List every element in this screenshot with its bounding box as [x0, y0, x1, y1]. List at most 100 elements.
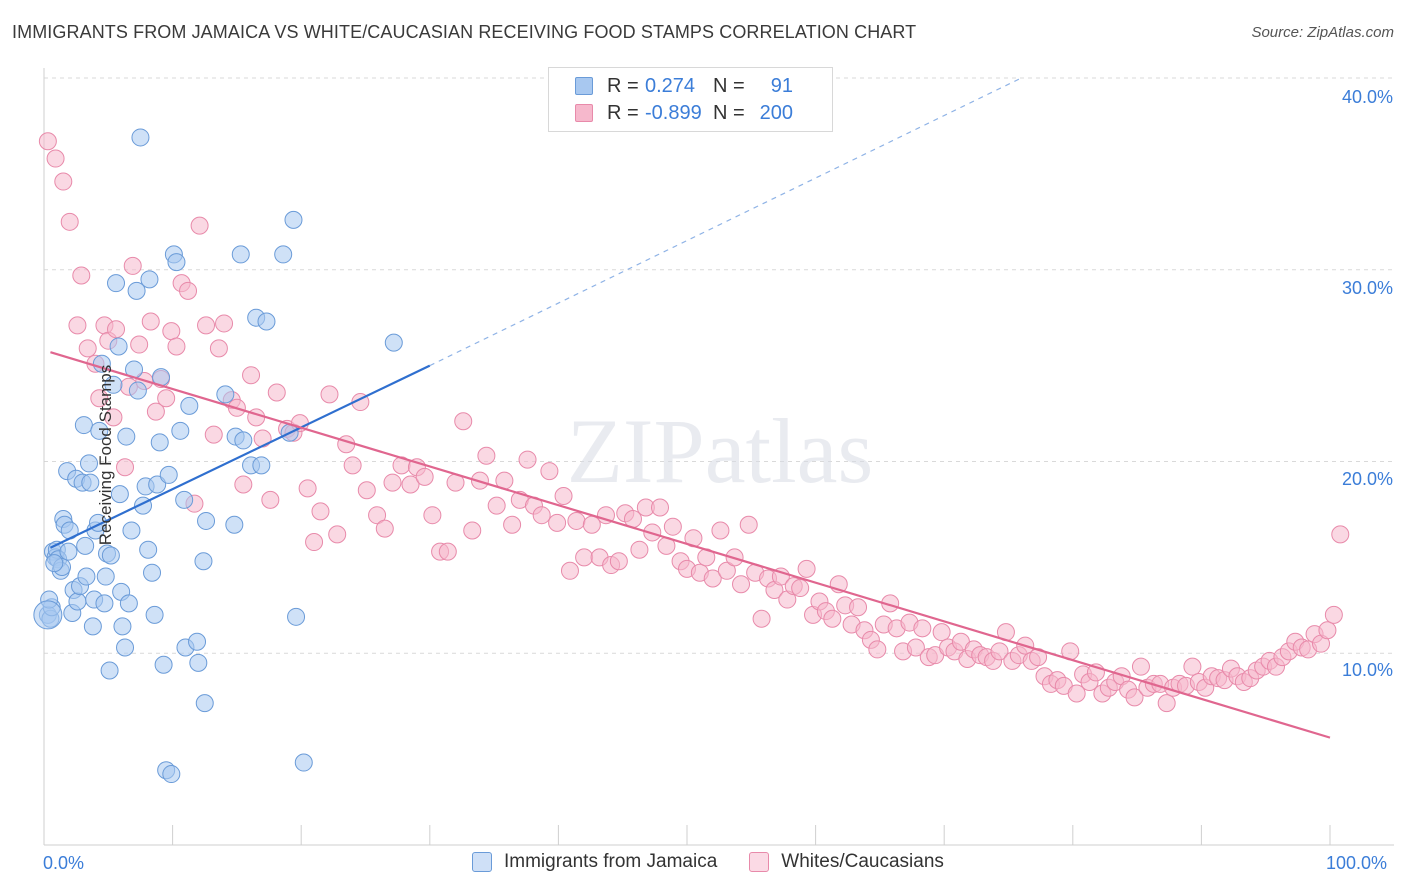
- point-jamaica: [45, 554, 64, 573]
- point-whites: [209, 339, 228, 358]
- point-jamaica: [257, 312, 276, 331]
- point-whites: [157, 389, 176, 408]
- point-whites: [503, 515, 522, 534]
- point-jamaica: [116, 638, 135, 657]
- point-jamaica: [33, 600, 63, 630]
- point-whites: [215, 314, 234, 333]
- legend-label-jamaica: Immigrants from Jamaica: [504, 851, 718, 872]
- point-jamaica: [107, 274, 126, 293]
- point-whites: [46, 149, 65, 168]
- point-whites: [518, 450, 537, 469]
- x-tick-label: 100.0%: [1326, 853, 1388, 873]
- point-jamaica: [110, 485, 129, 504]
- chart-title: IMMIGRANTS FROM JAMAICA VS WHITE/CAUCASI…: [12, 22, 917, 42]
- point-whites: [540, 462, 559, 481]
- point-whites: [68, 316, 87, 335]
- y-axis-label: Receiving Food Stamps: [96, 364, 116, 546]
- legend-swatch-whites: [575, 104, 593, 122]
- point-jamaica: [139, 540, 158, 559]
- point-whites: [337, 435, 356, 454]
- point-jamaica: [74, 416, 93, 435]
- point-whites: [752, 609, 771, 628]
- axes: [43, 68, 1394, 846]
- point-whites: [463, 521, 482, 540]
- point-whites: [383, 473, 402, 492]
- point-jamaica: [216, 385, 235, 404]
- point-whites: [167, 337, 186, 356]
- point-whites: [179, 281, 198, 300]
- legend-r-label: R =: [607, 101, 639, 124]
- point-jamaica: [117, 427, 136, 446]
- y-tick-label: 40.0%: [1341, 87, 1393, 107]
- point-whites: [703, 569, 722, 588]
- point-jamaica: [127, 281, 146, 300]
- point-whites: [72, 266, 91, 285]
- point-whites: [1157, 694, 1176, 713]
- point-whites: [54, 172, 73, 191]
- point-jamaica: [274, 245, 293, 264]
- point-whites: [415, 467, 434, 486]
- legend-r-label: R =: [607, 74, 639, 97]
- point-jamaica: [287, 607, 306, 626]
- point-whites: [401, 475, 420, 494]
- x-tick-label: 0.0%: [43, 853, 85, 873]
- point-whites: [596, 506, 615, 525]
- point-jamaica: [180, 396, 199, 415]
- point-jamaica: [113, 617, 132, 636]
- point-whites: [261, 490, 280, 509]
- point-whites: [771, 567, 790, 586]
- point-jamaica: [225, 515, 244, 534]
- point-jamaica: [162, 765, 181, 784]
- point-jamaica: [122, 521, 141, 540]
- point-whites: [253, 429, 272, 448]
- point-whites: [78, 339, 97, 358]
- y-tick-label: 20.0%: [1341, 469, 1393, 489]
- legend-row-jamaica: R = 0.274 N = 91: [575, 73, 793, 99]
- point-whites: [375, 519, 394, 538]
- point-jamaica: [167, 253, 186, 272]
- point-jamaica: [68, 592, 87, 611]
- point-whites: [104, 408, 123, 427]
- point-whites: [298, 479, 317, 498]
- point-whites: [477, 446, 496, 465]
- point-whites: [267, 383, 286, 402]
- point-jamaica: [104, 375, 123, 394]
- point-whites: [305, 533, 324, 552]
- point-jamaica: [154, 655, 173, 674]
- point-whites: [190, 216, 209, 235]
- point-whites: [141, 312, 160, 331]
- legend-r-value: 0.274: [645, 74, 696, 97]
- point-jamaica: [197, 511, 216, 530]
- point-whites: [1331, 525, 1350, 544]
- point-whites: [487, 496, 506, 515]
- point-whites: [823, 609, 842, 628]
- point-jamaica: [234, 431, 253, 450]
- point-jamaica: [83, 617, 102, 636]
- point-jamaica: [80, 454, 99, 473]
- point-jamaica: [194, 552, 213, 571]
- point-whites: [560, 561, 579, 580]
- legend-n-value: 91: [770, 74, 793, 97]
- point-whites: [849, 598, 868, 617]
- point-whites: [357, 481, 376, 500]
- point-jamaica: [159, 465, 178, 484]
- point-whites: [575, 548, 594, 567]
- point-whites: [328, 525, 347, 544]
- point-whites: [116, 458, 135, 477]
- legend-item-whites: Whites/Caucasians: [749, 851, 944, 873]
- point-jamaica: [119, 594, 138, 613]
- trend-line-whites: [50, 351, 1331, 739]
- point-jamaica: [109, 337, 128, 356]
- point-whites: [90, 389, 109, 408]
- point-jamaica: [195, 694, 214, 713]
- chart-source: Source: ZipAtlas.com: [1251, 24, 1394, 41]
- point-whites: [548, 513, 567, 532]
- y-tick-label: 10.0%: [1341, 660, 1393, 680]
- point-jamaica: [231, 245, 250, 264]
- point-whites: [1125, 688, 1144, 707]
- point-whites: [868, 640, 887, 659]
- point-whites: [197, 316, 216, 335]
- y-tick-label: 30.0%: [1341, 278, 1393, 298]
- point-whites: [130, 335, 149, 354]
- point-whites: [438, 542, 457, 561]
